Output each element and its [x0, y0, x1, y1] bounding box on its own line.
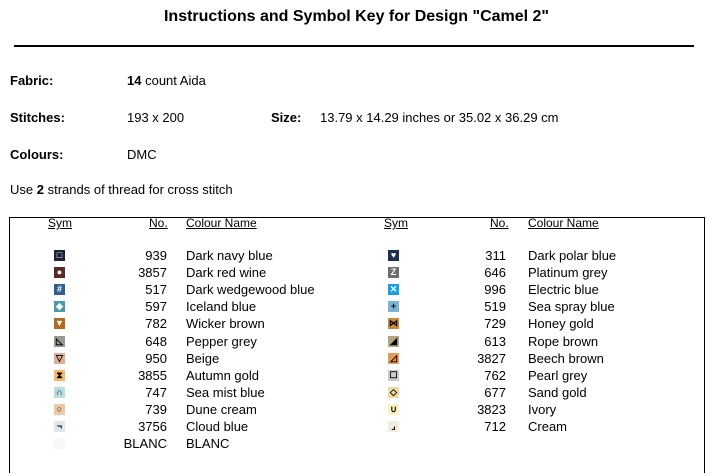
dmc-number: 739	[145, 401, 167, 417]
colour-name: Pepper grey	[186, 333, 257, 349]
stitch-symbol-icon: ▽	[54, 352, 65, 364]
colour-name: Sea spray blue	[528, 299, 615, 315]
dmc-number: 3756	[138, 419, 167, 434]
header-sym-left: Sym	[48, 216, 72, 230]
colour-name: Rope brown	[528, 333, 599, 349]
dmc-number: 712	[484, 419, 506, 434]
colour-name: Beige	[186, 350, 220, 366]
fabric-type: count Aida	[145, 73, 206, 88]
colours-value: DMC	[127, 147, 157, 162]
dmc-number: 311	[485, 248, 506, 263]
header-name-right: Colour Name	[528, 216, 599, 230]
colours-label: Colours:	[10, 147, 64, 162]
dmc-number: 950	[145, 350, 167, 366]
fabric-count: 14	[127, 73, 142, 88]
dmc-number: 747	[145, 384, 167, 400]
dmc-number: 648	[145, 333, 167, 349]
stitch-symbol-icon: ⧗	[54, 369, 65, 381]
colour-name: Autumn gold	[186, 367, 259, 383]
stitch-symbol-icon: ¬	[54, 421, 65, 432]
instruction-text: Use 2 strands of thread for cross stitch	[10, 182, 233, 197]
fabric-label: Fabric:	[10, 73, 54, 88]
stitch-symbol-icon: +	[388, 301, 399, 313]
dmc-number: 782	[145, 316, 167, 332]
stitch-symbol-icon: ◇	[388, 386, 399, 398]
stitch-symbol-icon: ◢	[388, 335, 399, 347]
dmc-number: 3855	[138, 367, 167, 383]
colour-name: Pearl grey	[528, 367, 588, 383]
colour-name: Sea mist blue	[186, 384, 265, 400]
dmc-number: 519	[484, 299, 506, 315]
dmc-number: 517	[145, 282, 167, 298]
header-sym-right: Sym	[384, 216, 408, 230]
colour-name: Dark red wine	[186, 265, 267, 281]
dmc-number: 939	[145, 248, 167, 263]
fabric-value: 14 count Aida	[127, 73, 206, 88]
stitches-label: Stitches:	[10, 110, 65, 125]
colour-name: Cream	[528, 419, 568, 434]
stitch-symbol-icon	[54, 438, 65, 450]
colour-name: Wicker brown	[186, 316, 265, 332]
stitch-symbol-icon: ⋈	[388, 318, 399, 330]
dmc-number: 597	[145, 299, 167, 315]
stitch-symbol-icon: ✕	[388, 284, 399, 296]
colour-name: Electric blue	[528, 282, 599, 298]
colour-name: Dark navy blue	[186, 248, 273, 263]
dmc-number: 3823	[477, 401, 506, 417]
strand-count: 2	[36, 182, 44, 197]
colour-name: Honey gold	[528, 316, 594, 332]
stitch-symbol-icon: ∩	[54, 386, 65, 398]
stitch-symbol-icon: □	[54, 250, 65, 261]
stitch-symbol-icon: ☐	[388, 369, 399, 381]
dmc-number: 613	[484, 333, 506, 349]
colour-name: Iceland blue	[186, 299, 257, 315]
key-table	[9, 217, 705, 473]
stitch-symbol-icon: ●	[54, 267, 65, 279]
page-title: Instructions and Symbol Key for Design "…	[163, 8, 550, 25]
dmc-number: 677	[484, 384, 506, 400]
stitch-symbol-icon: ▼	[54, 318, 65, 330]
stitches-value: 193 x 200	[127, 110, 185, 125]
dmc-number: 3827	[477, 350, 506, 366]
header-no-left: No.	[149, 216, 168, 230]
divider	[14, 45, 694, 47]
colour-name: Cloud blue	[186, 419, 249, 434]
colour-name: Beech brown	[528, 350, 604, 366]
stitch-symbol-icon: ◺	[54, 335, 65, 347]
dmc-number: 729	[484, 316, 506, 332]
size-value: 13.79 x 14.29 inches or 35.02 x 36.29 cm	[320, 110, 559, 125]
stitch-symbol-icon: Z	[388, 267, 399, 279]
colour-name: Ivory	[528, 401, 557, 417]
stitch-symbol-icon: ⌟	[388, 421, 399, 432]
size-label: Size:	[271, 110, 302, 125]
stitch-symbol-icon: ◿	[388, 352, 399, 364]
header-no-right: No.	[490, 216, 509, 230]
dmc-number: 762	[484, 367, 506, 383]
dmc-number: 646	[484, 265, 506, 281]
colour-name: Platinum grey	[528, 265, 608, 281]
stitch-symbol-icon: ○	[54, 403, 65, 415]
instruction-post: strands of thread for cross stitch	[47, 182, 233, 197]
stitch-symbol-icon: ◆	[54, 301, 65, 313]
stitch-symbol-icon: #	[54, 284, 65, 296]
instruction-pre: Use	[10, 182, 34, 197]
colour-name: BLANC	[186, 436, 230, 452]
colour-name: Sand gold	[528, 384, 587, 400]
colour-name: Dark polar blue	[528, 248, 617, 263]
colour-name: Dark wedgewood blue	[186, 282, 315, 298]
dmc-number: 3857	[138, 265, 167, 281]
stitch-symbol-icon: ♥	[388, 250, 399, 261]
stitch-symbol-icon: ∪	[388, 403, 399, 415]
header-name-left: Colour Name	[186, 216, 257, 230]
dmc-number: 996	[484, 282, 506, 298]
dmc-number: BLANC	[123, 436, 167, 452]
colour-name: Dune cream	[186, 401, 257, 417]
